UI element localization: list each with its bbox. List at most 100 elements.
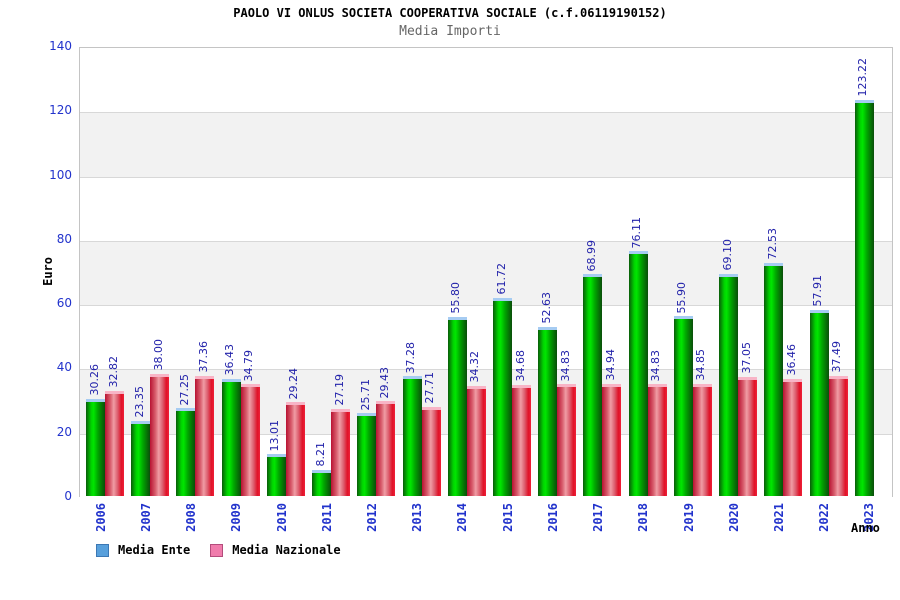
bar-media-nazionale-2020 xyxy=(738,376,758,496)
bar-top-cap xyxy=(421,406,441,410)
y-tick-label: 40 xyxy=(56,360,72,375)
value-label-media-nazionale-2015: 34.68 xyxy=(513,350,527,382)
x-tick-label-2011: 2011 xyxy=(319,503,334,532)
x-axis-label: Anno xyxy=(851,521,880,535)
x-tick-label-2017: 2017 xyxy=(591,503,606,532)
x-tick-label-2020: 2020 xyxy=(726,503,741,532)
gridline xyxy=(80,305,892,307)
value-label-media-ente-2015: 61.72 xyxy=(494,263,508,295)
bar-media-ente-2009 xyxy=(221,378,241,496)
value-label-media-ente-2014: 55.80 xyxy=(449,282,463,314)
bar-top-cap xyxy=(86,398,105,402)
bar-top-cap xyxy=(602,383,622,387)
bar-media-nazionale-2021 xyxy=(783,378,803,496)
bar-media-ente-2007 xyxy=(131,420,151,496)
bar-media-ente-2018 xyxy=(628,251,648,496)
value-label-media-nazionale-2021: 36.46 xyxy=(784,344,798,376)
value-label-media-nazionale-2006: 32.82 xyxy=(106,356,120,388)
x-tick-label-2012: 2012 xyxy=(364,503,379,532)
bar-media-ente-2017 xyxy=(583,274,603,496)
bar-media-ente-2014 xyxy=(447,316,467,496)
bar-top-cap xyxy=(312,469,332,473)
bar-media-ente-2008 xyxy=(176,408,196,496)
x-tick-label-2014: 2014 xyxy=(455,503,470,532)
value-label-media-nazionale-2010: 29.24 xyxy=(287,367,301,400)
value-label-media-ente-2018: 76.11 xyxy=(630,216,644,249)
value-label-media-nazionale-2016: 34.83 xyxy=(558,349,572,382)
x-tick-label-2008: 2008 xyxy=(184,503,199,532)
value-label-media-nazionale-2012: 29.43 xyxy=(377,366,391,399)
value-label-media-nazionale-2018: 34.83 xyxy=(649,349,663,382)
bar-top-cap xyxy=(854,99,874,103)
value-label-media-ente-2011: 8.21 xyxy=(313,442,327,467)
bar-media-ente-2019 xyxy=(673,316,693,496)
legend: Media Ente Media Nazionale xyxy=(96,543,341,557)
bar-top-cap xyxy=(538,326,558,330)
bar-top-cap xyxy=(583,274,603,278)
bar-top-cap xyxy=(331,408,351,412)
x-tick-label-2022: 2022 xyxy=(817,503,832,532)
x-tick-label-2013: 2013 xyxy=(410,503,425,532)
value-label-media-ente-2022: 57.91 xyxy=(811,275,825,307)
bar-media-ente-2021 xyxy=(764,262,784,496)
bar-top-cap xyxy=(176,408,196,412)
y-tick-label: 0 xyxy=(64,489,72,503)
gridline xyxy=(80,240,892,242)
bar-top-cap xyxy=(673,316,693,320)
bar-top-cap xyxy=(447,316,467,320)
value-label-media-ente-2010: 13.01 xyxy=(268,419,282,452)
x-tick-label-2009: 2009 xyxy=(229,503,244,532)
grid-band xyxy=(80,305,892,370)
value-label-media-nazionale-2019: 34.85 xyxy=(694,349,708,381)
bar-top-cap xyxy=(809,309,829,313)
bar-media-nazionale-2019 xyxy=(692,383,712,496)
bar-media-nazionale-2010 xyxy=(285,402,305,496)
value-label-media-nazionale-2008: 37.36 xyxy=(196,341,210,373)
bar-media-nazionale-2013 xyxy=(421,406,441,496)
bar-top-cap xyxy=(195,375,215,379)
x-tick-label-2010: 2010 xyxy=(274,503,289,532)
legend-swatch-media-nazionale xyxy=(210,543,224,557)
page-title: PAOLO VI ONLUS SOCIETA COOPERATIVA SOCIA… xyxy=(233,6,667,20)
bar-media-ente-2011 xyxy=(312,469,332,496)
bar-top-cap xyxy=(647,384,667,388)
chart-subtitle: Media Importi xyxy=(399,24,501,39)
bar-media-nazionale-2012 xyxy=(376,401,396,496)
legend-label-media-nazionale: Media Nazionale xyxy=(232,543,341,557)
value-label-media-ente-2017: 68.99 xyxy=(584,239,598,272)
bar-top-cap xyxy=(266,454,286,458)
bar-top-cap xyxy=(357,413,377,417)
gridline xyxy=(80,369,892,371)
bar-top-cap xyxy=(221,378,241,382)
bar-media-ente-2012 xyxy=(357,413,377,496)
y-tick-label: 60 xyxy=(56,296,72,311)
bar-top-cap xyxy=(512,384,531,388)
gridline xyxy=(80,112,892,114)
legend-swatch-media-ente xyxy=(96,543,109,557)
bar-media-nazionale-2014 xyxy=(466,385,486,496)
value-label-media-ente-2006: 30.26 xyxy=(87,364,101,396)
y-tick-label: 80 xyxy=(56,231,72,246)
y-tick-label: 120 xyxy=(49,103,72,118)
bar-media-nazionale-2017 xyxy=(602,383,622,496)
bar-top-cap xyxy=(376,401,396,405)
bar-media-nazionale-2008 xyxy=(195,375,215,496)
value-label-media-nazionale-2009: 34.79 xyxy=(242,349,256,382)
bar-top-cap xyxy=(783,378,803,382)
bar-media-ente-2010 xyxy=(266,454,286,496)
x-tick-label-2018: 2018 xyxy=(636,503,651,532)
bar-top-cap xyxy=(738,376,758,380)
y-tick-label: 20 xyxy=(56,424,72,439)
bar-top-cap xyxy=(557,384,577,388)
value-label-media-nazionale-2007: 38.00 xyxy=(151,339,165,371)
grid-band xyxy=(80,176,892,241)
bar-media-ente-2022 xyxy=(809,309,829,496)
x-tick-label-2006: 2006 xyxy=(93,503,108,532)
bar-top-cap xyxy=(828,375,848,379)
y-tick-label: 100 xyxy=(49,167,72,182)
bar-media-nazionale-2011 xyxy=(331,408,351,496)
bar-media-ente-2020 xyxy=(719,273,739,496)
y-tick-label: 140 xyxy=(49,39,72,53)
value-label-media-ente-2012: 25.71 xyxy=(358,378,372,411)
bar-media-nazionale-2007 xyxy=(150,373,170,496)
